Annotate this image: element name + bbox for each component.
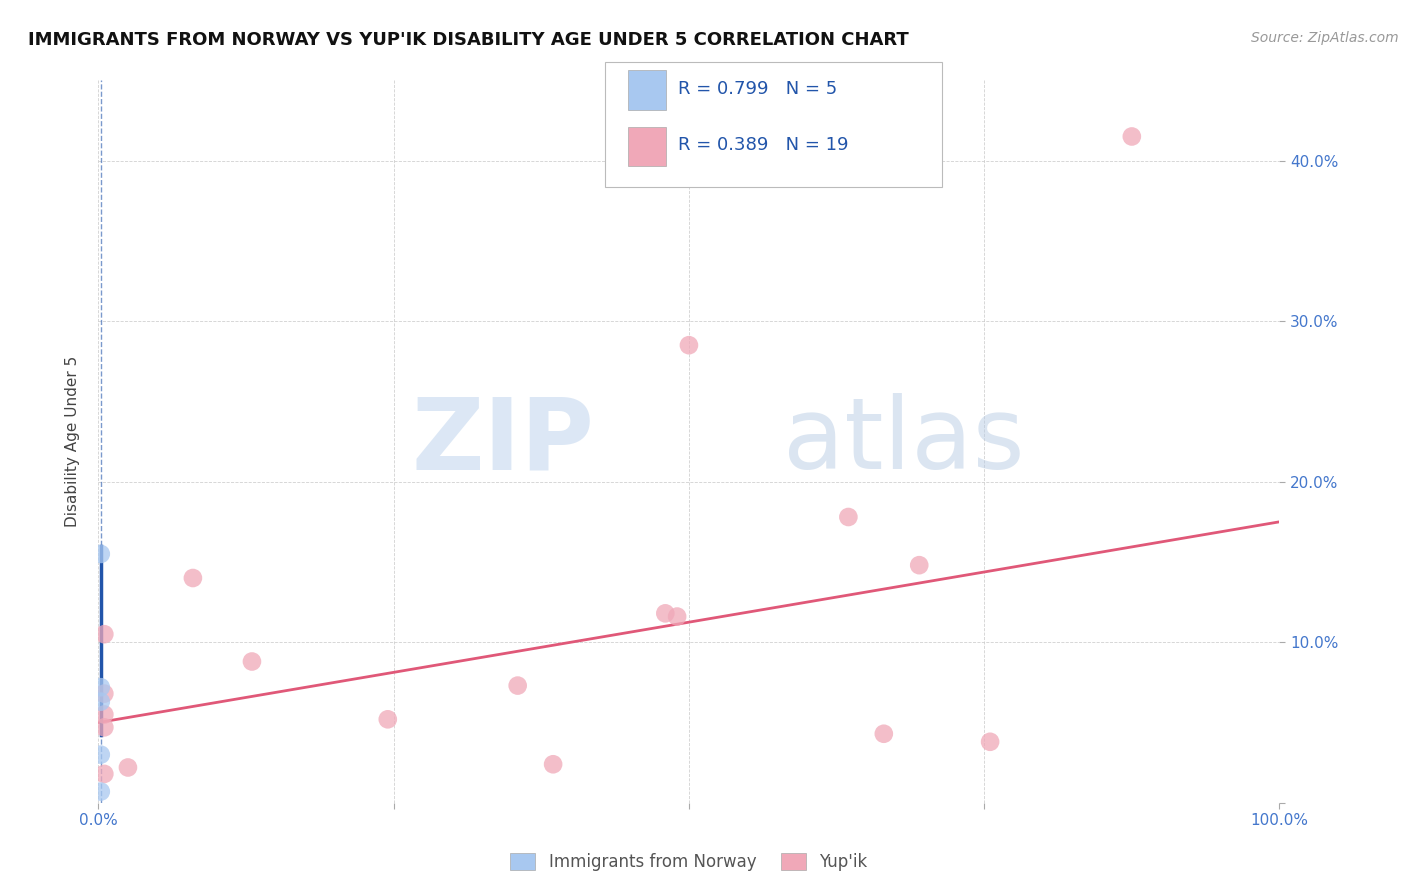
Point	[181, 571, 204, 585]
Point	[377, 712, 399, 726]
Point	[93, 687, 115, 701]
Text: ZIP: ZIP	[412, 393, 595, 490]
Y-axis label: Disability Age Under 5: Disability Age Under 5	[65, 356, 80, 527]
Text: R = 0.799   N = 5: R = 0.799 N = 5	[678, 80, 837, 98]
Point	[873, 727, 896, 741]
Point	[837, 510, 859, 524]
Point	[678, 338, 700, 352]
Point	[93, 767, 115, 781]
Point	[90, 747, 112, 762]
Text: IMMIGRANTS FROM NORWAY VS YUP'IK DISABILITY AGE UNDER 5 CORRELATION CHART: IMMIGRANTS FROM NORWAY VS YUP'IK DISABIL…	[28, 31, 908, 49]
Point	[93, 627, 115, 641]
Legend: Immigrants from Norway, Yup'ik: Immigrants from Norway, Yup'ik	[503, 846, 875, 878]
Text: R = 0.389   N = 19: R = 0.389 N = 19	[678, 136, 848, 154]
Point	[666, 609, 689, 624]
Point	[93, 707, 115, 722]
Point	[541, 757, 564, 772]
Point	[908, 558, 931, 573]
Point	[90, 547, 112, 561]
Text: Source: ZipAtlas.com: Source: ZipAtlas.com	[1251, 31, 1399, 45]
Point	[90, 695, 112, 709]
Point	[90, 680, 112, 694]
Point	[654, 607, 676, 621]
Point	[979, 735, 1001, 749]
Point	[1121, 129, 1143, 144]
Text: atlas: atlas	[783, 393, 1025, 490]
Point	[93, 720, 115, 734]
Point	[240, 655, 263, 669]
Point	[90, 784, 112, 798]
Point	[506, 679, 529, 693]
Point	[117, 760, 139, 774]
